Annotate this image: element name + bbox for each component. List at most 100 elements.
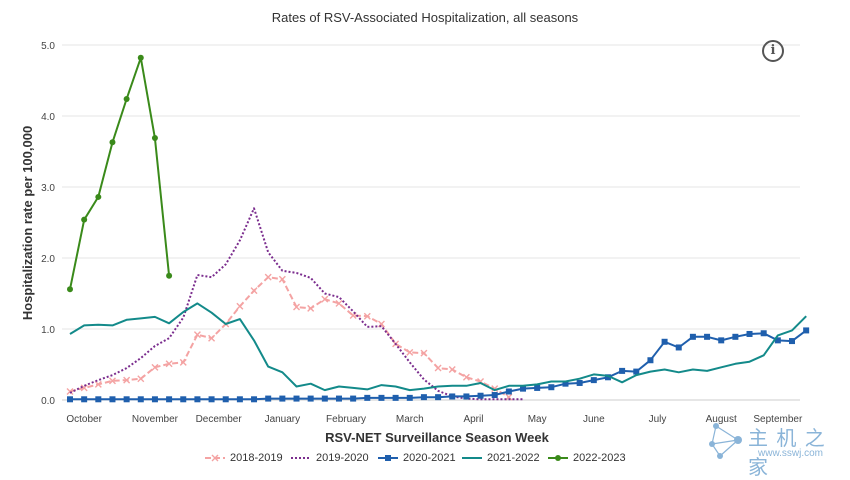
data-point[interactable] <box>123 95 130 102</box>
data-point[interactable] <box>236 396 243 403</box>
data-point[interactable] <box>392 394 399 401</box>
data-point[interactable] <box>151 396 158 403</box>
data-point[interactable] <box>335 395 342 402</box>
data-point[interactable] <box>94 380 102 388</box>
data-point[interactable] <box>774 337 781 344</box>
data-point[interactable] <box>95 193 102 200</box>
y-tick-label: 1.0 <box>41 325 55 336</box>
data-point[interactable] <box>179 358 187 366</box>
data-point[interactable] <box>520 385 527 392</box>
data-point[interactable] <box>420 349 428 357</box>
data-point[interactable] <box>661 338 668 345</box>
data-point[interactable] <box>732 333 739 340</box>
data-point[interactable] <box>555 455 561 461</box>
series-line[interactable] <box>69 207 523 401</box>
legend-item[interactable]: 2020-2021 <box>377 450 456 466</box>
data-point[interactable] <box>406 348 414 356</box>
data-point[interactable] <box>307 395 314 402</box>
data-point[interactable] <box>151 135 158 142</box>
data-point[interactable] <box>462 373 470 381</box>
data-point[interactable] <box>278 275 286 283</box>
data-point[interactable] <box>435 394 442 401</box>
data-point[interactable] <box>66 387 74 395</box>
data-point[interactable] <box>576 379 583 386</box>
data-point[interactable] <box>137 54 144 61</box>
data-point[interactable] <box>718 337 725 344</box>
data-point[interactable] <box>335 299 343 307</box>
data-point[interactable] <box>166 396 173 403</box>
data-point[interactable] <box>704 333 711 340</box>
legend-item[interactable]: 2021-2022 <box>461 450 540 466</box>
data-point[interactable] <box>123 396 130 403</box>
data-point[interactable] <box>350 395 357 402</box>
data-point[interactable] <box>364 394 371 401</box>
data-point[interactable] <box>463 393 470 400</box>
data-point[interactable] <box>279 395 286 402</box>
series-line[interactable] <box>69 302 807 392</box>
data-point[interactable] <box>265 395 272 402</box>
data-point[interactable] <box>293 303 301 311</box>
data-point[interactable] <box>449 393 456 400</box>
data-point[interactable] <box>619 367 626 374</box>
series-line[interactable] <box>69 56 171 290</box>
data-point[interactable] <box>321 395 328 402</box>
data-point[interactable] <box>208 396 215 403</box>
data-point[interactable] <box>590 377 597 384</box>
data-point[interactable] <box>633 368 640 375</box>
data-point[interactable] <box>208 334 216 342</box>
data-point[interactable] <box>604 374 611 381</box>
data-point[interactable] <box>222 396 229 403</box>
data-point[interactable] <box>491 385 499 393</box>
data-point[interactable] <box>193 331 201 339</box>
data-point[interactable] <box>264 273 272 281</box>
data-point[interactable] <box>803 327 810 334</box>
data-point[interactable] <box>251 396 258 403</box>
data-point[interactable] <box>165 360 173 368</box>
data-point[interactable] <box>123 376 131 384</box>
data-point[interactable] <box>137 375 145 383</box>
data-point[interactable] <box>789 338 795 345</box>
legend-item[interactable]: 2018-2019 <box>204 450 283 466</box>
data-point[interactable] <box>307 304 315 312</box>
data-point[interactable] <box>647 357 654 364</box>
data-point[interactable] <box>448 365 456 373</box>
data-point[interactable] <box>477 392 484 399</box>
data-point[interactable] <box>194 396 201 403</box>
data-point[interactable] <box>363 312 371 320</box>
data-point[interactable] <box>406 394 413 401</box>
data-point[interactable] <box>434 364 442 372</box>
data-point[interactable] <box>236 302 244 310</box>
legend-item[interactable]: 2019-2020 <box>290 450 369 466</box>
data-point[interactable] <box>293 395 300 402</box>
data-point[interactable] <box>81 396 88 403</box>
data-point[interactable] <box>67 286 73 293</box>
data-point[interactable] <box>746 330 753 337</box>
data-point[interactable] <box>385 455 391 461</box>
data-point[interactable] <box>81 216 88 223</box>
data-point[interactable] <box>137 396 144 403</box>
data-point[interactable] <box>534 384 541 391</box>
data-point[interactable] <box>166 272 173 279</box>
data-point[interactable] <box>420 394 427 401</box>
data-point[interactable] <box>562 380 569 387</box>
data-point[interactable] <box>689 333 696 340</box>
data-point[interactable] <box>180 396 187 403</box>
data-point[interactable] <box>378 394 385 401</box>
data-point[interactable] <box>675 344 682 351</box>
data-point[interactable] <box>151 363 159 371</box>
data-point[interactable] <box>109 396 116 403</box>
data-point[interactable] <box>505 393 513 401</box>
data-point[interactable] <box>321 295 329 303</box>
data-point[interactable] <box>108 377 116 385</box>
legend-item[interactable]: 2022-2023 <box>547 450 626 466</box>
data-point[interactable] <box>95 396 102 403</box>
data-point[interactable] <box>505 388 512 395</box>
info-icon[interactable]: i <box>762 40 784 62</box>
data-point[interactable] <box>491 392 498 399</box>
data-point[interactable] <box>250 287 258 295</box>
data-point[interactable] <box>760 330 767 337</box>
data-point[interactable] <box>548 384 555 391</box>
data-point[interactable] <box>109 139 116 146</box>
data-point[interactable] <box>67 396 73 403</box>
data-point[interactable] <box>211 454 219 462</box>
